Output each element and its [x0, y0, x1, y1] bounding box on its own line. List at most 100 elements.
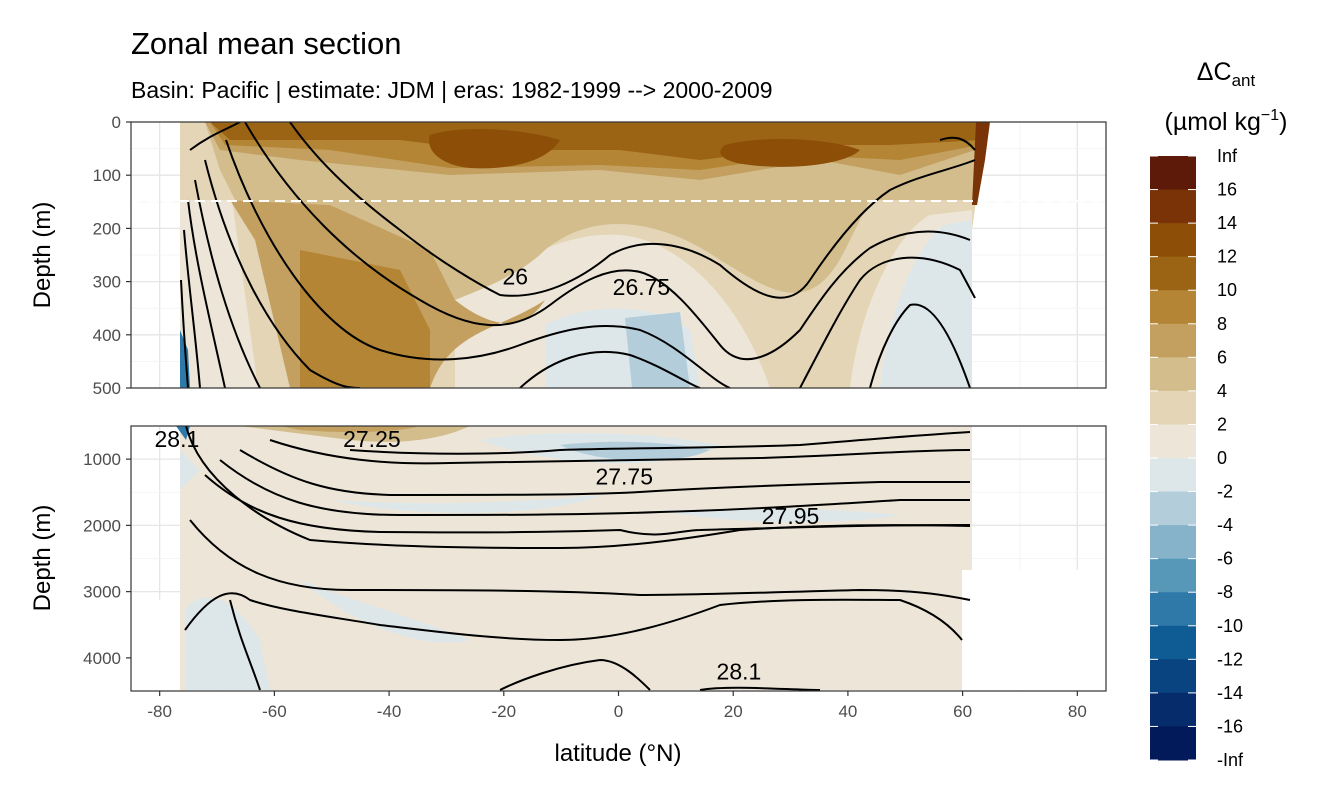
x-axis-label: latitude (°N): [555, 740, 682, 767]
isopycnal-label: 27.95: [762, 503, 820, 529]
legend-swatch: [1150, 458, 1196, 493]
chart-subtitle: Basin: Pacific | estimate: JDM | eras: 1…: [131, 77, 773, 103]
legend-title-main: ΔC: [1197, 58, 1232, 86]
isopycnal-line-13: [939, 136, 976, 151]
legend-labels: Inf 16 14 12 10 8 6 4 2 0 -2 -4 -6 -8 -10 -12 -14 -16 -Inf: [1150, 146, 1244, 770]
y-tick-label: 3000: [83, 583, 121, 602]
legend-swatch: [1150, 491, 1196, 526]
legend-swatch: [1150, 592, 1196, 627]
y-tick-label: 400: [93, 326, 121, 345]
legend-swatch: [1150, 525, 1196, 560]
legend-label: -10: [1217, 616, 1243, 636]
legend-swatch: [1150, 390, 1196, 425]
isopycnal-line-27-25: [349, 431, 971, 455]
isopycnal-line-12: [869, 303, 971, 388]
legend-label: 16: [1217, 180, 1237, 200]
chart-title: Zonal mean section: [131, 26, 402, 61]
legend-swatch: [1150, 357, 1196, 392]
legend-label: -6: [1217, 549, 1233, 569]
isopycnal-label: 28.1: [717, 659, 762, 685]
legend-label: -16: [1217, 716, 1243, 736]
legend-label: -Inf: [1217, 750, 1244, 770]
legend-swatch: [1150, 692, 1196, 727]
x-tick-label: -60: [262, 702, 287, 721]
y-axis-label-lower: Depth (m): [29, 505, 56, 612]
legend-unit-prefix: (µmol kg: [1165, 108, 1261, 136]
field-band-negative-2-mid2: [660, 508, 900, 522]
isopycnal-line-27-95: [204, 474, 971, 536]
field-no-data-south: [131, 600, 180, 690]
isopycnal-labels: 26 26.75 28.1 27.25 27.75 27.95 28.1: [154, 263, 819, 684]
legend-swatch: [1150, 625, 1196, 660]
legend-swatch: [1150, 256, 1196, 291]
field-no-data-north: [962, 570, 1106, 690]
isopycnal-label: 28.1: [154, 426, 199, 452]
legend-title: ΔCant: [1197, 58, 1256, 90]
isopycnal-label: 26: [502, 263, 528, 289]
field-band-12-14: [429, 128, 560, 169]
isopycnal-label: 27.75: [595, 463, 653, 489]
x-tick-label: -40: [377, 702, 402, 721]
legend-label: -14: [1217, 683, 1243, 703]
field-band-brown-edge: [972, 122, 990, 205]
legend-label: -8: [1217, 582, 1233, 602]
field-band-0-2-lower: [180, 426, 972, 690]
y-tick-label: 1000: [83, 450, 121, 469]
isopycnal-line-28-1-north: [699, 686, 821, 691]
y-tick-label: 300: [93, 273, 121, 292]
isopycnal-line-27-5: [269, 439, 971, 465]
isopycnal-line-27-75: [239, 449, 970, 497]
upper-panel: 0 100 200 300 400 500: [93, 113, 1107, 398]
legend-label: -4: [1217, 515, 1233, 535]
upper-panel-y-ticks: 0 100 200 300 400 500: [93, 113, 131, 398]
legend-label: 14: [1217, 213, 1237, 233]
isopycnal-line-11: [799, 256, 976, 388]
x-axis-ticks: -80 -60 -40 -20 0 20 40 60 80: [147, 691, 1087, 721]
legend-label: 10: [1217, 280, 1237, 300]
isopycnal-line-28-05: [184, 592, 963, 642]
field-band-negative-2-deep: [300, 580, 470, 643]
isopycnal-line-26-75: [244, 122, 971, 361]
isopycnal-line-28-15: [229, 599, 261, 691]
lower-panel: 1000 2000 3000 4000 -80 -60 -40 -20 0 20 40 60 80: [83, 425, 1107, 721]
isopycnal-line-26: [289, 122, 976, 299]
isopycnal-label: 27.25: [343, 426, 401, 452]
y-tick-label: 100: [93, 166, 121, 185]
isopycnal-line-28-0: [189, 519, 971, 601]
y-tick-label: 0: [112, 113, 121, 132]
field-band-negative-4: [625, 312, 690, 388]
isopycnal-line-6: [187, 199, 226, 388]
field-band-negative-2-mid: [330, 495, 600, 513]
isopycnal-line-4: [204, 159, 361, 388]
y-tick-label: 200: [93, 219, 121, 238]
lower-panel-y-ticks: 1000 2000 3000 4000: [83, 450, 131, 668]
legend-label: 2: [1217, 414, 1227, 434]
isopycnal-line-27-85: [219, 459, 970, 517]
legend-label: 4: [1217, 381, 1227, 401]
legend-swatch: [1150, 156, 1196, 191]
field-band-10-12: [210, 122, 987, 160]
x-tick-label: -80: [147, 702, 172, 721]
legend-label: -12: [1217, 649, 1243, 669]
x-tick-label: 20: [724, 702, 743, 721]
x-tick-label: 80: [1068, 702, 1087, 721]
isopycnal-line-7: [183, 229, 201, 388]
y-tick-label: 4000: [83, 649, 121, 668]
isopycnal-line-3: [225, 139, 731, 388]
legend-label: 8: [1217, 314, 1227, 334]
legend-swatch: [1150, 290, 1196, 325]
isopycnal-line-9: [189, 122, 241, 151]
isopycnal-line-5: [194, 179, 261, 388]
upper-panel-border: [130, 121, 1107, 389]
legend-label: -2: [1217, 482, 1233, 502]
field-band-negative-2-bottom: [180, 450, 200, 490]
legend-swatch: [1150, 223, 1196, 258]
isopycnal-line-10: [519, 351, 701, 388]
isopycnal-line-28-1: [499, 658, 651, 691]
legend-swatch: [1150, 726, 1196, 761]
legend-title-subscript: ant: [1232, 71, 1256, 90]
legend-label: 0: [1217, 448, 1227, 468]
x-tick-label: 0: [614, 702, 623, 721]
isopycnal-line-8: [180, 279, 189, 388]
